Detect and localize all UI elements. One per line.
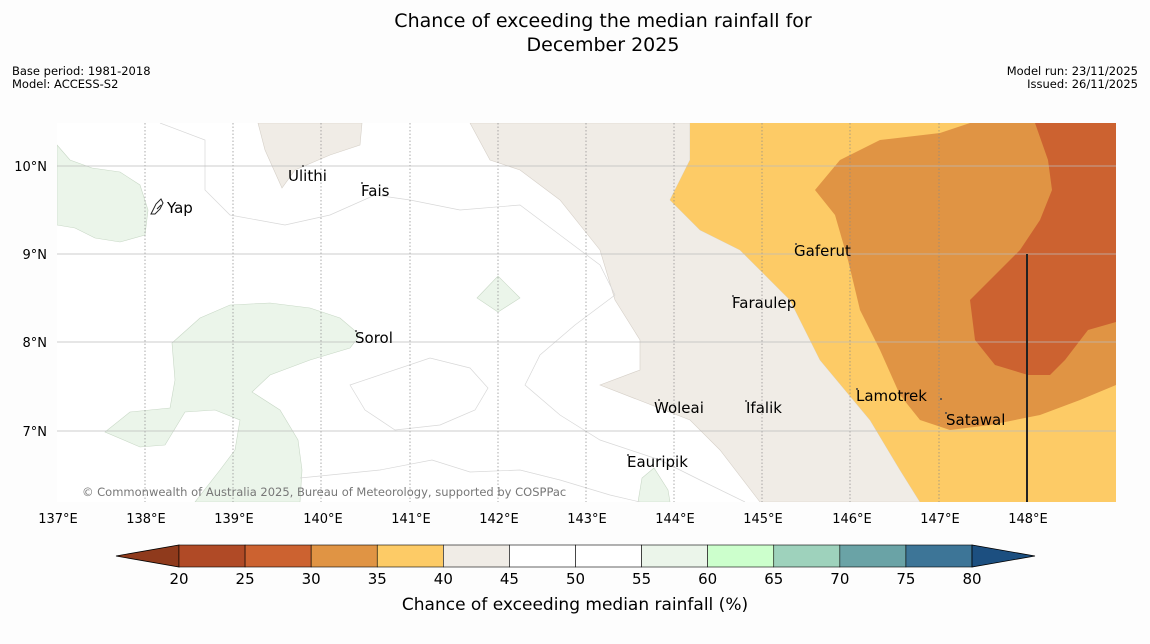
- lon-tick: 142°E: [479, 512, 519, 527]
- model-text: Model: ACCESS-S2: [12, 77, 119, 91]
- colorbar-bins: [178, 544, 973, 568]
- colorbar-bin: [443, 544, 510, 568]
- lon-tick: 147°E: [920, 512, 960, 527]
- colorbar-ticks: 20 25 30 35 40 45 50 55 60 65 70 75 80: [169, 570, 981, 588]
- title-line-1: Chance of exceeding the median rainfall …: [394, 10, 812, 32]
- lat-tick: 10°N: [14, 160, 47, 175]
- longitude-axis: 137°E 138°E 139°E 140°E 141°E 142°E 143°…: [38, 512, 1048, 527]
- gridlines: [144, 123, 940, 502]
- region-40-45-small: [257, 123, 363, 189]
- place-label-woleai: Woleai: [654, 399, 704, 417]
- place-label-eauripik: Eauripik: [627, 453, 688, 471]
- region-55-60-small: [476, 275, 521, 313]
- yap-island-outline: [150, 198, 164, 215]
- lon-tick: 145°E: [743, 512, 783, 527]
- colorbar-tick-label: 35: [368, 570, 387, 588]
- colorbar-under-arrow: [115, 544, 180, 568]
- colorbar-bin: [905, 544, 973, 568]
- contour-line: [159, 123, 746, 502]
- place-label-sorol: Sorol: [355, 329, 393, 347]
- place-label-lamotrek: Lamotrek: [856, 387, 927, 405]
- place-label-satawal: Satawal: [946, 411, 1005, 429]
- colorbar-bin: [376, 544, 444, 568]
- lon-tick: 143°E: [567, 512, 607, 527]
- lon-tick: 148°E: [1008, 512, 1048, 527]
- lon-tick: 146°E: [832, 512, 872, 527]
- copyright-text: © Commonwealth of Australia 2025, Bureau…: [82, 485, 566, 499]
- title-line-2: December 2025: [526, 34, 680, 56]
- contour-line-loop: [349, 357, 489, 431]
- region-25-30: [970, 123, 1116, 375]
- model-run-text: Model run: 23/11/2025: [1006, 64, 1138, 78]
- region-55-60-south: [104, 302, 361, 502]
- colorbar-tick-label: 45: [500, 570, 519, 588]
- colorbar-tick-label: 80: [962, 570, 981, 588]
- colorbar-tick-label: 25: [236, 570, 255, 588]
- colorbar-over-arrow: [971, 544, 1036, 568]
- colorbar-tick-label: 30: [302, 570, 321, 588]
- colorbar-bin: [839, 544, 907, 568]
- lon-tick: 137°E: [38, 512, 78, 527]
- lon-tick: 141°E: [391, 512, 431, 527]
- map-title: Chance of exceeding the median rainfall …: [0, 9, 1150, 57]
- lon-tick: 140°E: [303, 512, 343, 527]
- place-label-yap: Yap: [166, 199, 193, 217]
- colorbar-tick-label: 40: [434, 570, 453, 588]
- base-period-text: Base period: 1981-2018: [12, 64, 151, 78]
- colorbar-tick-label: 65: [764, 570, 783, 588]
- contour-line-south: [299, 459, 641, 502]
- colorbar-tick-label: 70: [830, 570, 849, 588]
- latitude-axis: 10°N 9°N 8°N 7°N: [14, 160, 47, 440]
- place-label-ulithi: Ulithi: [288, 167, 327, 185]
- colorbar-bin: [773, 544, 841, 568]
- lat-tick: 7°N: [23, 425, 48, 440]
- colorbar-bin: [178, 544, 246, 568]
- colorbar-bin: [509, 544, 576, 568]
- colorbar-bin: [707, 544, 775, 568]
- colorbar-tick-label: 50: [566, 570, 585, 588]
- colorbar-tick-label: 20: [169, 570, 188, 588]
- place-label-ifalik: Ifalik: [746, 399, 782, 417]
- place-label-gaferut: Gaferut: [794, 242, 851, 260]
- lon-tick: 144°E: [655, 512, 695, 527]
- colorbar-tick-label: 75: [896, 570, 915, 588]
- colorbar-bin: [244, 544, 312, 568]
- colorbar-tick-label: 60: [698, 570, 717, 588]
- colorbar-bin: [310, 544, 378, 568]
- meta-left: Base period: 1981-2018 Model: ACCESS-S2: [12, 65, 151, 91]
- colorbar-title: Chance of exceeding median rainfall (%): [402, 595, 748, 615]
- lat-tick: 9°N: [23, 248, 48, 263]
- colorbar-bin: [641, 544, 708, 568]
- meta-right: Model run: 23/11/2025 Issued: 26/11/2025: [1007, 65, 1138, 91]
- place-label-fais: Fais: [361, 182, 390, 200]
- map-plot-area: Ulithi Fais Yap Gaferut Faraulep Sorol L…: [57, 123, 1116, 502]
- colorbar-bin: [575, 544, 642, 568]
- colorbar: 20 25 30 35 40 45 50 55 60 65 70 75 80 Chance of exc…: [115, 544, 1036, 615]
- colorbar-tick-label: 55: [632, 570, 651, 588]
- lat-tick: 8°N: [23, 336, 48, 351]
- lat-gridlines: [57, 165, 1116, 432]
- region-55-60-bottom: [637, 467, 671, 502]
- lon-tick: 138°E: [126, 512, 166, 527]
- island-markers: [302, 165, 947, 456]
- issued-text: Issued: 26/11/2025: [1027, 77, 1138, 91]
- lon-tick: 139°E: [214, 512, 254, 527]
- place-label-faraulep: Faraulep: [732, 294, 796, 312]
- region-55-60-west: [57, 144, 149, 243]
